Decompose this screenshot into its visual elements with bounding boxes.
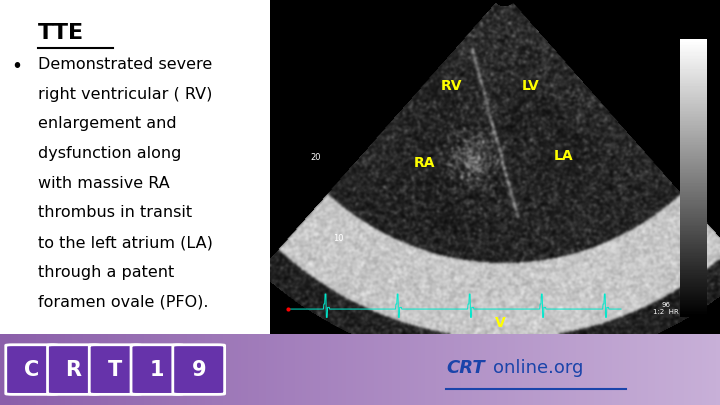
FancyBboxPatch shape: [48, 345, 99, 394]
Text: •: •: [11, 57, 22, 76]
Text: R: R: [66, 360, 81, 379]
FancyBboxPatch shape: [131, 345, 183, 394]
Text: RA: RA: [414, 156, 436, 170]
Text: RV: RV: [441, 79, 462, 93]
Text: LV: LV: [522, 79, 540, 93]
Text: Demonstrated severe: Demonstrated severe: [38, 57, 212, 72]
Text: CRT: CRT: [446, 359, 485, 377]
Text: right ventricular ( RV): right ventricular ( RV): [38, 87, 212, 102]
Text: T: T: [108, 360, 122, 379]
Text: 96
1:2  HR: 96 1:2 HR: [653, 302, 679, 315]
Text: with massive RA: with massive RA: [38, 176, 169, 191]
FancyBboxPatch shape: [6, 345, 58, 394]
Text: enlargement and: enlargement and: [38, 116, 176, 131]
Text: dysfunction along: dysfunction along: [38, 146, 181, 161]
Text: 10: 10: [333, 234, 343, 243]
Text: to the left atrium (LA): to the left atrium (LA): [38, 235, 212, 250]
Text: online.org: online.org: [493, 359, 584, 377]
Text: through a patent: through a patent: [38, 265, 174, 280]
Text: 1: 1: [150, 360, 164, 379]
Text: V: V: [495, 316, 505, 330]
Text: foramen ovale (PFO).: foramen ovale (PFO).: [38, 295, 208, 310]
Text: LA: LA: [554, 149, 573, 163]
FancyBboxPatch shape: [173, 345, 225, 394]
Text: thrombus in transit: thrombus in transit: [38, 205, 192, 220]
FancyBboxPatch shape: [89, 345, 141, 394]
Text: C: C: [24, 360, 40, 379]
Text: TTE: TTE: [38, 23, 84, 43]
Text: 20: 20: [310, 153, 321, 162]
Text: 9: 9: [192, 360, 206, 379]
